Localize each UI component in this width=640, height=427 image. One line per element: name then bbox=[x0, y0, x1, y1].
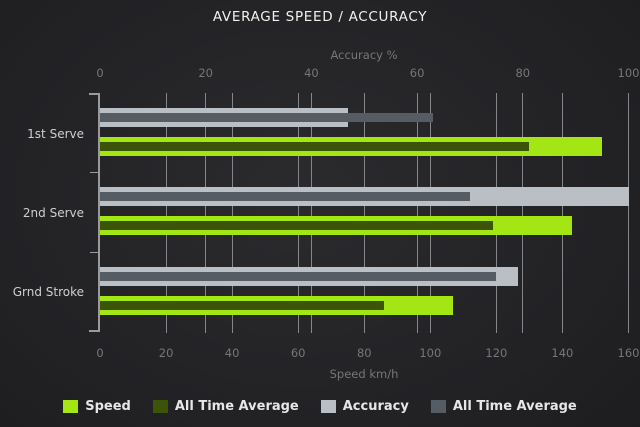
gridline bbox=[297, 93, 299, 333]
y-axis-top-bracket bbox=[89, 93, 100, 95]
top-axis-tick-label: 80 bbox=[515, 66, 531, 80]
gridline bbox=[561, 93, 563, 333]
y-axis-line bbox=[98, 93, 100, 331]
gridline bbox=[310, 93, 312, 333]
top-axis-tick-label: 20 bbox=[198, 66, 213, 80]
bottom-axis-title: Speed km/h bbox=[329, 367, 399, 381]
gridline bbox=[522, 93, 524, 333]
bar-2nd-serve-all-time-average bbox=[100, 221, 494, 231]
top-axis-tick-label: 0 bbox=[96, 66, 104, 80]
y-axis-group-tick bbox=[90, 251, 98, 253]
top-axis-tick-label: 100 bbox=[617, 66, 640, 80]
legend-item-all-time-average: All Time Average bbox=[430, 399, 577, 414]
bottom-axis-tick-label: 140 bbox=[551, 346, 574, 360]
bottom-axis-tick-label: 100 bbox=[419, 346, 442, 360]
top-axis-tick-label: 60 bbox=[409, 66, 425, 80]
bar-1st-serve-all-time-average bbox=[100, 113, 433, 122]
bar-2nd-serve-all-time-average bbox=[100, 192, 470, 202]
legend-item-accuracy: Accuracy bbox=[320, 399, 409, 414]
top-axis-tick-label: 40 bbox=[304, 66, 319, 80]
gridline bbox=[231, 93, 233, 333]
legend-swatch-icon bbox=[63, 400, 79, 413]
bottom-axis-tick-label: 160 bbox=[617, 346, 640, 360]
bottom-axis-tick-label: 60 bbox=[290, 346, 306, 360]
bar-grnd-stroke-all-time-average bbox=[100, 271, 497, 281]
category-label-grnd-stroke: Grnd Stroke bbox=[12, 285, 84, 300]
gridline bbox=[628, 93, 629, 333]
bottom-axis-tick-label: 80 bbox=[356, 346, 372, 360]
gridline bbox=[416, 93, 418, 333]
legend-item-speed: Speed bbox=[63, 399, 131, 414]
bar-grnd-stroke-all-time-average bbox=[100, 300, 385, 310]
y-axis-bottom-bracket bbox=[89, 330, 100, 332]
bottom-axis-tick-label: 120 bbox=[485, 346, 508, 360]
gridline bbox=[165, 93, 167, 333]
bottom-axis-tick-label: 20 bbox=[158, 346, 174, 360]
bottom-axis-tick-label: 40 bbox=[224, 346, 240, 360]
legend-label: Accuracy bbox=[342, 399, 409, 414]
legend-label: All Time Average bbox=[174, 399, 299, 414]
gridline bbox=[495, 93, 497, 333]
category-label-2nd-serve: 2nd Serve bbox=[22, 206, 84, 220]
top-axis-title: Accuracy % bbox=[330, 48, 398, 62]
legend-swatch-icon bbox=[152, 400, 168, 413]
bar-1st-serve-all-time-average bbox=[100, 142, 530, 151]
legend-label: All Time Average bbox=[452, 399, 577, 414]
y-axis-group-tick bbox=[90, 172, 98, 174]
bottom-axis-tick-label: 0 bbox=[96, 346, 104, 360]
legend-swatch-icon bbox=[320, 400, 336, 413]
legend-swatch-icon bbox=[430, 400, 446, 413]
legend-item-all-time-average: All Time Average bbox=[152, 399, 299, 414]
gridline bbox=[429, 93, 431, 333]
legend-label: Speed bbox=[85, 399, 131, 414]
legend: Speed All Time Average Accuracy All Time Av… bbox=[0, 398, 640, 415]
gridline bbox=[205, 93, 207, 333]
category-label-1st-serve: 1st Serve bbox=[27, 126, 84, 141]
chart-title: AVERAGE SPEED / ACCURACY bbox=[212, 9, 428, 25]
gridline bbox=[363, 93, 365, 333]
